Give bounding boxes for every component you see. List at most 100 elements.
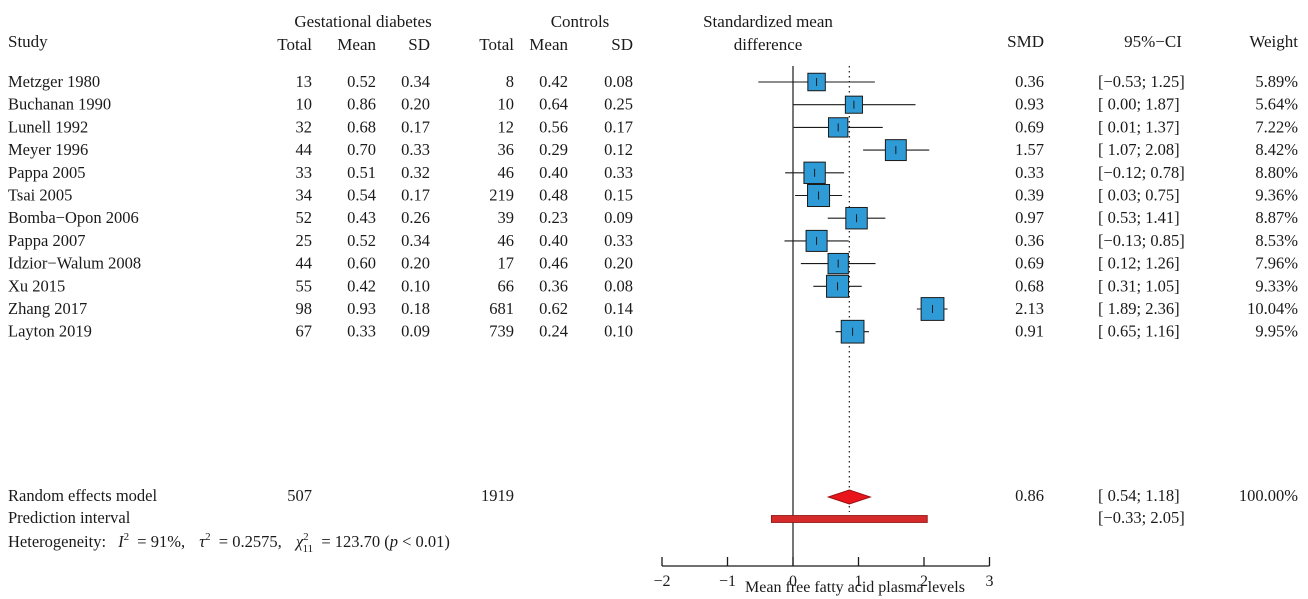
gd-mean: 0.52 bbox=[347, 231, 376, 250]
x-tick-label: −2 bbox=[653, 573, 670, 590]
study-name: Pappa 2007 bbox=[8, 231, 85, 250]
c-sd: 0.10 bbox=[604, 322, 633, 341]
gd-sd: 0.18 bbox=[401, 299, 430, 318]
smd-value: 0.91 bbox=[1015, 322, 1044, 341]
smd-value: 0.68 bbox=[1015, 276, 1044, 295]
ci-value: [−0.12; 0.78] bbox=[1098, 163, 1185, 182]
weight-value: 8.87% bbox=[1255, 208, 1298, 227]
ci-value: [−0.53; 1.25] bbox=[1098, 72, 1185, 91]
study-name: Metzger 1980 bbox=[8, 72, 100, 91]
c-sd: 0.08 bbox=[604, 276, 633, 295]
gd-sd: 0.32 bbox=[401, 163, 430, 182]
weight-value: 9.36% bbox=[1255, 186, 1298, 205]
header-c-mean: Mean bbox=[529, 35, 568, 54]
gd-total: 32 bbox=[296, 117, 313, 136]
ci-value: [ 0.65; 1.16] bbox=[1098, 322, 1180, 341]
smd-value: 0.33 bbox=[1015, 163, 1044, 182]
gd-total: 55 bbox=[296, 276, 313, 295]
weight-value: 10.04% bbox=[1247, 299, 1298, 318]
gd-sd: 0.10 bbox=[401, 276, 430, 295]
study-name: Pappa 2005 bbox=[8, 163, 85, 182]
summary-weight: 100.00% bbox=[1239, 486, 1298, 505]
c-mean: 0.36 bbox=[539, 276, 568, 295]
c-total: 39 bbox=[498, 208, 515, 227]
p-symbol: p bbox=[389, 532, 398, 551]
c-total: 8 bbox=[506, 72, 514, 91]
chi2-symbol: χ bbox=[294, 532, 304, 551]
smd-value: 0.36 bbox=[1015, 231, 1044, 250]
gd-mean: 0.52 bbox=[347, 72, 376, 91]
header-study: Study bbox=[8, 32, 48, 51]
weight-value: 5.64% bbox=[1255, 95, 1298, 114]
chi2-superscript: 2 bbox=[303, 531, 309, 543]
c-sd: 0.08 bbox=[604, 72, 633, 91]
x-tick-label: 2 bbox=[920, 573, 928, 590]
weight-value: 7.96% bbox=[1255, 254, 1298, 273]
c-total: 46 bbox=[498, 231, 515, 250]
study-name: Lunell 1992 bbox=[8, 117, 88, 136]
study-name: Layton 2019 bbox=[8, 322, 92, 341]
c-mean: 0.42 bbox=[539, 72, 568, 91]
ci-value: [ 0.01; 1.37] bbox=[1098, 117, 1180, 136]
header-gd-sd: SD bbox=[408, 35, 430, 54]
table-header: Study Gestational diabetes Controls Tota… bbox=[8, 12, 1298, 54]
table-row: Layton 2019 67 0.33 0.09 739 0.24 0.10 0.91 [ 0.… bbox=[8, 322, 1298, 341]
tau2-superscript: 2 bbox=[205, 531, 211, 543]
smd-value: 0.69 bbox=[1015, 254, 1044, 273]
study-marker bbox=[793, 95, 916, 114]
c-mean: 0.62 bbox=[539, 299, 568, 318]
table-row: Metzger 1980 13 0.52 0.34 8 0.42 0.08 0.36 [−0.5… bbox=[8, 72, 1298, 91]
prediction-label: Prediction interval bbox=[8, 508, 131, 527]
x-axis-label: Mean free fatty acid plasma levels bbox=[745, 579, 965, 596]
study-marker bbox=[916, 297, 948, 321]
c-sd: 0.15 bbox=[604, 186, 633, 205]
gd-sd: 0.20 bbox=[401, 254, 430, 273]
gd-total: 10 bbox=[296, 95, 313, 114]
summary-label: Random effects model bbox=[8, 486, 157, 505]
gd-sd: 0.17 bbox=[401, 117, 430, 136]
summary-diamond bbox=[826, 489, 872, 505]
gd-total: 25 bbox=[296, 231, 313, 250]
smd-value: 1.57 bbox=[1015, 140, 1044, 159]
c-mean: 0.24 bbox=[539, 322, 568, 341]
c-sd: 0.12 bbox=[604, 140, 633, 159]
study-name: Meyer 1996 bbox=[8, 140, 88, 159]
gd-total: 13 bbox=[296, 72, 313, 91]
study-name: Idzior−Walum 2008 bbox=[8, 254, 141, 273]
gd-total: 44 bbox=[296, 254, 313, 273]
p-value: < 0.01) bbox=[398, 532, 450, 551]
c-sd: 0.33 bbox=[604, 163, 633, 182]
header-c-sd: SD bbox=[611, 35, 633, 54]
study-marker bbox=[784, 229, 849, 252]
study-marker bbox=[758, 72, 875, 92]
c-total: 12 bbox=[498, 117, 515, 136]
x-axis: −2 −1 0 1 2 3 Mean free fatty acid plasma leve… bbox=[653, 557, 994, 596]
c-total: 17 bbox=[498, 254, 515, 273]
study-marker bbox=[794, 183, 843, 208]
header-plot-title-2: difference bbox=[734, 35, 803, 54]
table-row: Buchanan 1990 10 0.86 0.20 10 0.64 0.25 0.93 [ 0… bbox=[8, 95, 1298, 114]
table-row: Bomba−Opon 2006 52 0.43 0.26 39 0.23 0.09 0.97 [… bbox=[8, 208, 1298, 227]
header-plot-title-1: Standardized mean bbox=[703, 12, 833, 31]
gd-total: 44 bbox=[296, 140, 313, 159]
gd-mean: 0.43 bbox=[347, 208, 376, 227]
summary-c-total: 1919 bbox=[481, 486, 514, 505]
table-row: Pappa 2005 33 0.51 0.32 46 0.40 0.33 0.33 [−0.12… bbox=[8, 163, 1298, 182]
c-total: 66 bbox=[498, 276, 515, 295]
c-sd: 0.33 bbox=[604, 231, 633, 250]
ci-value: [ 1.07; 2.08] bbox=[1098, 140, 1180, 159]
summary-smd: 0.86 bbox=[1015, 486, 1044, 505]
c-sd: 0.20 bbox=[604, 254, 633, 273]
i2-value: = 91%, bbox=[137, 532, 185, 551]
tau2-value: = 0.2575, bbox=[219, 532, 282, 551]
study-marker bbox=[813, 274, 862, 298]
c-total: 219 bbox=[489, 186, 514, 205]
x-tick-label: 1 bbox=[855, 573, 863, 590]
c-mean: 0.56 bbox=[539, 117, 568, 136]
study-marker bbox=[863, 139, 930, 162]
gd-mean: 0.70 bbox=[347, 140, 376, 159]
c-total: 681 bbox=[489, 299, 514, 318]
header-ci: 95%−CI bbox=[1124, 32, 1182, 51]
c-mean: 0.48 bbox=[539, 186, 568, 205]
